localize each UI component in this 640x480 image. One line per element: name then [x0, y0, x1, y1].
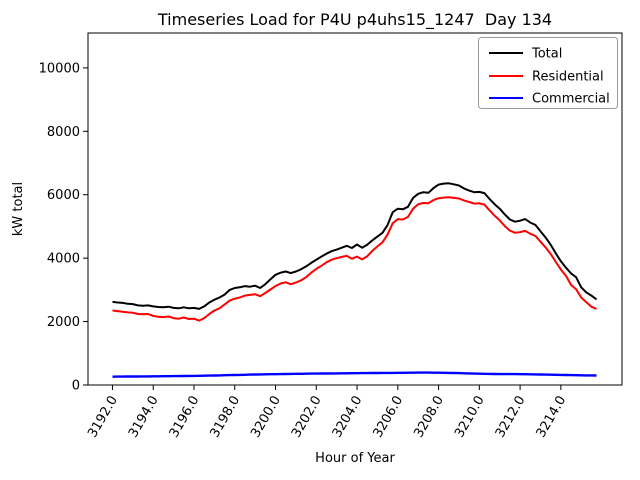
x-tick-label: 3202.0 [289, 394, 325, 441]
legend-label-total: Total [531, 47, 562, 62]
x-tick-label: 3194.0 [126, 394, 162, 441]
legend-entry-commercial: Commercial [489, 92, 610, 107]
x-tick-label: 3206.0 [371, 394, 407, 441]
x-axis-ticks: 3192.0 3194.0 3196.0 3198.0 3200.0 3202.0 3204… [85, 385, 569, 440]
x-tick-label: 3210.0 [452, 394, 488, 441]
series-commercial-line [112, 371, 597, 378]
series-lines [112, 182, 598, 378]
y-axis-label: kW total [11, 182, 26, 236]
y-tick-label: 6000 [47, 188, 80, 203]
y-tick-label: 8000 [47, 125, 80, 140]
legend-label-commercial: Commercial [532, 92, 610, 107]
legend-label-residential: Residential [532, 70, 604, 85]
x-tick-label: 3192.0 [85, 394, 121, 441]
x-tick-label: 3204.0 [330, 394, 366, 441]
y-tick-label: 0 [72, 379, 80, 394]
axes-spines [87, 32, 623, 386]
x-tick-label: 3200.0 [248, 394, 284, 441]
x-tick-label: 3198.0 [207, 394, 243, 441]
x-axis-label: Hour of Year [315, 451, 395, 466]
series-residential-line [112, 196, 597, 322]
chart-title: Timeseries Load for P4U p4uhs15_1247 Day… [157, 10, 552, 30]
series-total-line [112, 182, 598, 310]
x-tick-label: 3214.0 [534, 394, 570, 441]
legend-box [478, 37, 618, 109]
y-tick-label: 4000 [47, 252, 80, 267]
y-tick-label: 10000 [39, 61, 80, 76]
y-axis-ticks: 0 2000 4000 6000 8000 10000 [39, 61, 88, 394]
legend: Total Residential Commercial [478, 37, 618, 109]
x-tick-label: 3212.0 [493, 394, 529, 441]
legend-entry-total: Total [489, 47, 562, 62]
x-tick-label: 3208.0 [411, 394, 447, 441]
y-tick-label: 2000 [47, 315, 80, 330]
x-tick-label: 3196.0 [167, 394, 203, 441]
legend-entry-residential: Residential [489, 70, 604, 85]
